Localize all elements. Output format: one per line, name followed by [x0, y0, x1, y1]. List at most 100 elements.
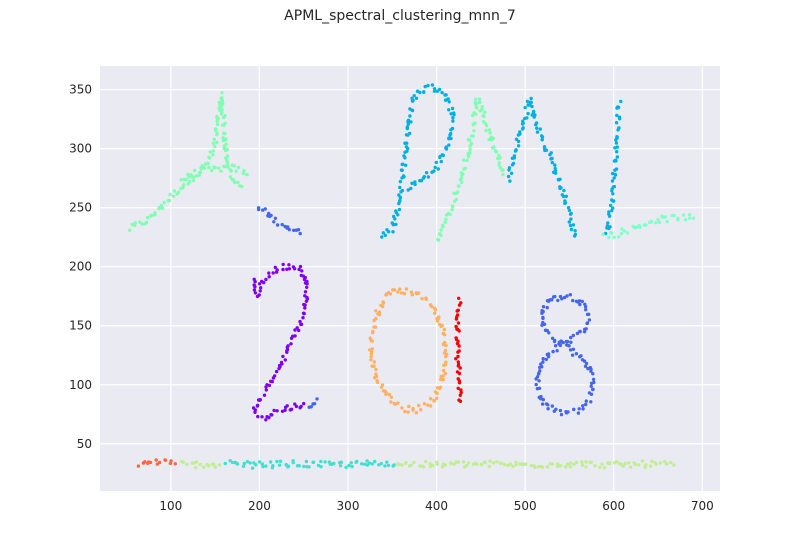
- data-point: [423, 84, 427, 89]
- data-point: [304, 299, 309, 303]
- x-tick-label: 400: [425, 499, 448, 513]
- data-point: [532, 115, 536, 119]
- data-point: [521, 119, 525, 123]
- data-point: [540, 365, 544, 369]
- cluster-5: [368, 287, 449, 415]
- data-point: [403, 409, 407, 414]
- cluster-4: [251, 262, 310, 422]
- data-point: [571, 298, 575, 303]
- data-point: [195, 174, 199, 178]
- data-point: [491, 461, 496, 465]
- data-point: [303, 275, 307, 280]
- data-point: [163, 458, 168, 462]
- data-point: [432, 398, 436, 403]
- data-point: [285, 267, 289, 271]
- data-point: [537, 379, 541, 383]
- data-point: [556, 298, 560, 303]
- data-point: [498, 156, 502, 160]
- data-point: [264, 388, 268, 392]
- data-point: [260, 415, 264, 419]
- data-point: [555, 349, 559, 353]
- data-point: [136, 464, 141, 468]
- y-tick-label: 50: [77, 437, 92, 451]
- data-point: [585, 312, 590, 317]
- data-point: [215, 114, 219, 119]
- data-point: [585, 321, 589, 326]
- data-point: [407, 404, 411, 409]
- data-point: [289, 342, 293, 346]
- data-point: [614, 460, 619, 464]
- data-point: [534, 123, 538, 127]
- data-point: [456, 460, 461, 464]
- data-point: [264, 418, 268, 422]
- data-point: [440, 323, 444, 328]
- data-point: [454, 317, 459, 321]
- data-point: [429, 404, 433, 408]
- data-point: [564, 339, 569, 344]
- data-point: [408, 114, 412, 118]
- data-point: [538, 127, 542, 131]
- data-point: [544, 148, 549, 152]
- data-point: [293, 334, 297, 338]
- data-point: [501, 172, 505, 177]
- data-point: [440, 465, 445, 469]
- data-point: [242, 169, 246, 173]
- data-point: [194, 460, 199, 464]
- data-point: [194, 466, 198, 470]
- data-point: [541, 397, 545, 402]
- data-point: [558, 343, 563, 348]
- data-point: [543, 328, 548, 332]
- data-point: [315, 397, 319, 401]
- data-point: [577, 407, 581, 411]
- data-point: [259, 286, 263, 290]
- data-point: [157, 206, 161, 211]
- data-point: [430, 83, 435, 87]
- data-point: [133, 223, 137, 228]
- data-point: [450, 208, 454, 212]
- data-point: [610, 189, 614, 193]
- data-point: [459, 171, 464, 175]
- data-point: [301, 311, 306, 315]
- data-point: [465, 158, 469, 162]
- data-point: [181, 185, 185, 190]
- y-tick-label: 250: [69, 201, 92, 215]
- data-point: [414, 96, 419, 101]
- data-point: [267, 271, 271, 275]
- data-point: [530, 104, 534, 109]
- data-point: [302, 401, 306, 406]
- data-point: [683, 218, 688, 222]
- data-point: [477, 97, 482, 101]
- data-point: [217, 100, 221, 105]
- y-tick-label: 150: [69, 319, 92, 333]
- data-point: [426, 83, 430, 88]
- data-point: [374, 316, 378, 321]
- data-point: [612, 176, 616, 180]
- y-axis-ticks: 50 100 150 200 250 300 350: [69, 83, 92, 451]
- data-point: [292, 228, 296, 232]
- data-point: [451, 119, 455, 123]
- data-point: [462, 167, 466, 171]
- data-point: [305, 285, 309, 289]
- data-point: [213, 165, 217, 170]
- data-point: [374, 367, 378, 372]
- data-point: [613, 146, 617, 150]
- data-point: [421, 176, 426, 180]
- data-point: [211, 153, 215, 157]
- data-point: [558, 294, 563, 299]
- data-point: [420, 296, 424, 301]
- data-point: [447, 137, 451, 141]
- x-tick-label: 500: [514, 499, 537, 513]
- data-point: [573, 229, 577, 233]
- data-point: [523, 105, 527, 110]
- data-point: [634, 225, 639, 230]
- data-point: [319, 465, 323, 469]
- data-point: [687, 213, 692, 217]
- data-point: [569, 211, 573, 216]
- data-point: [379, 385, 384, 389]
- data-point: [221, 136, 225, 140]
- data-point: [289, 407, 294, 411]
- data-point: [251, 406, 256, 410]
- data-point: [480, 107, 484, 112]
- data-point: [210, 168, 214, 173]
- data-point: [404, 133, 409, 137]
